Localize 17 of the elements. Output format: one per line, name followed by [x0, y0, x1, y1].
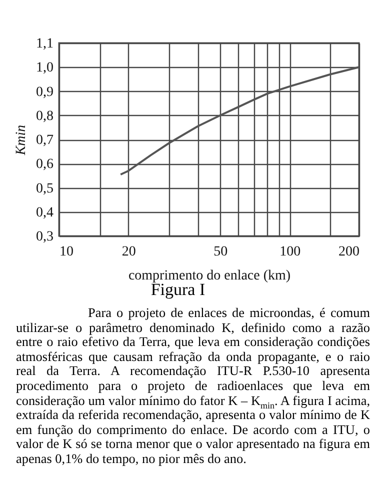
- x-axis-title: comprimento do enlace (km): [128, 268, 291, 284]
- x-tick-label: 20: [122, 244, 136, 260]
- y-tick-label: 1,1: [36, 36, 54, 52]
- y-axis-title: Kmin: [14, 124, 29, 156]
- x-tick-label: 50: [214, 244, 228, 260]
- y-tick-label: 1,0: [36, 60, 54, 76]
- x-tick-label: 100: [280, 244, 301, 260]
- y-tick-label: 0,9: [36, 84, 54, 100]
- x-tick-label: 200: [338, 244, 360, 260]
- y-tick-label: 0,4: [36, 205, 54, 220]
- y-tick-label: 0,7: [36, 133, 54, 148]
- y-tick-label: 0,5: [36, 181, 54, 196]
- text: Para o projeto de enlaces de microondas, é comum utilizar-se o parâmetro denominado K, definido como a razão entre o raio efetivo da Terra, que leva em consideração condições atmosféricas que causam refração da onda propagante, e o raio real da Terra. A recomendação ITU-R P.530-10 apresenta procedimento para o projeto de radioenlaces que leva em consideração um valor mínimo do fator K – K$_{min}$. A figura I acima, extraída da referida recomendação, apresenta o valor mínimo de K em função do comprimento do enlace. De acordo com a ITU, o valor de K só se torna menor que o valor apresentado na figura em apenas 0,1% do tempo, no pior mês do ano.: [16, 305, 370, 466]
- y-tick-label: 0,3: [36, 230, 54, 244]
- x-tick-label: 10: [60, 244, 74, 260]
- y-tick-label: 0,6: [36, 157, 54, 172]
- y-tick-label: 0,8: [36, 108, 54, 124]
